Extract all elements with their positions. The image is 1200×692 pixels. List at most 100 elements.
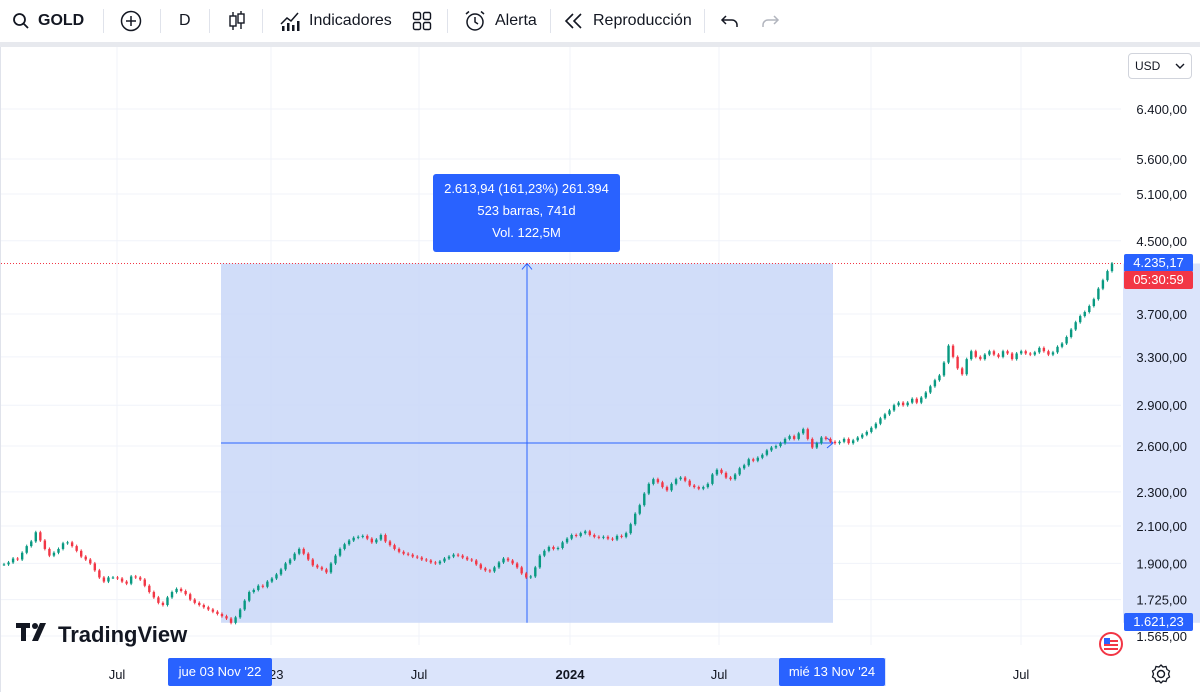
candle-body [938, 375, 941, 381]
measure-change: 2.613,94 (161,23%) 261.394 [444, 181, 609, 196]
candle-body [52, 552, 56, 556]
measure-volume: Vol. 122,5M [492, 225, 561, 240]
candle-body [538, 555, 542, 568]
candle-body [166, 597, 169, 606]
candle-body [30, 541, 33, 547]
candle-body [139, 577, 142, 580]
candle-body [606, 536, 610, 539]
measure-bars: 523 barras, 741d [477, 203, 576, 218]
last-price-tag: 4.235,17 [1124, 254, 1193, 272]
candle-body [561, 542, 564, 548]
settings-gear-icon[interactable] [1150, 663, 1172, 690]
candle-body [997, 354, 1000, 357]
undo-button[interactable] [720, 0, 740, 42]
candle-body [738, 468, 741, 475]
candle-body [484, 568, 487, 571]
candle-body [98, 570, 101, 578]
candle-body [779, 443, 782, 447]
alert-button[interactable]: Alerta [463, 0, 537, 42]
interval-label: D [179, 12, 191, 29]
candle-body [1001, 351, 1005, 357]
candle-body [48, 548, 51, 556]
candle-body [388, 541, 392, 546]
candle-body [838, 441, 841, 444]
candle-body [683, 477, 687, 481]
candle-body [883, 414, 887, 419]
candle-body [783, 438, 787, 444]
candle-body [988, 351, 991, 355]
candle-body [1024, 351, 1027, 354]
candle-body [761, 454, 764, 458]
candle-body [1042, 347, 1046, 352]
candle-body [711, 474, 714, 484]
alarm-clock-icon [463, 9, 487, 33]
candle-body [234, 617, 237, 623]
candle-body [356, 536, 360, 538]
candle-body [488, 570, 492, 572]
top-toolbar: GOLD D Indicadores Alerta [0, 0, 1200, 47]
candle-body [420, 557, 423, 560]
toolbar-divider [209, 9, 210, 33]
candle-body [1033, 352, 1037, 355]
candle-body [211, 609, 215, 612]
candle-body [261, 585, 265, 587]
candle-body [179, 588, 183, 591]
candle-body [89, 559, 92, 564]
candle-body [906, 402, 909, 406]
candle-body [143, 579, 146, 586]
candle-body [615, 535, 619, 540]
candle-body [361, 535, 364, 537]
candle-body [747, 459, 750, 466]
compare-symbol-button[interactable] [120, 0, 142, 42]
currency-select[interactable]: USD [1128, 53, 1192, 79]
economic-events-icon[interactable] [1098, 631, 1124, 662]
candle-body [338, 548, 342, 556]
candle-body [279, 569, 283, 575]
candle-body [974, 351, 977, 357]
candle-body [965, 359, 968, 375]
candle-body [515, 563, 519, 568]
symbol-search[interactable]: GOLD [12, 0, 84, 42]
candle-body [824, 437, 828, 439]
candle-body [202, 605, 206, 608]
candle-body [288, 559, 292, 564]
candle-body [452, 554, 455, 557]
candle-body [661, 482, 664, 488]
candle-body [933, 380, 937, 387]
candle-body [511, 560, 514, 564]
candle-body [325, 569, 328, 573]
candle-body [225, 616, 228, 619]
time-axis-tick-label: Jul [109, 667, 126, 682]
tradingview-logo[interactable]: TradingView [16, 622, 187, 648]
candle-body [679, 477, 682, 480]
candle-body [161, 602, 165, 606]
chart-pane[interactable]: 6.400,00 5.600,00 5.100,00 4.500,00 3.700,00… [0, 47, 1200, 692]
candle-body [416, 556, 419, 558]
candle-body [802, 429, 805, 434]
redo-button[interactable] [760, 0, 780, 42]
price-axis-tick-label: 1.900,00 [1136, 556, 1187, 571]
candle-body [238, 609, 242, 618]
candle-body [702, 487, 705, 489]
chart-type-button[interactable] [228, 0, 246, 42]
countdown-tag: 05:30:59 [1124, 271, 1193, 289]
candle-body [888, 410, 891, 415]
candle-body [579, 533, 582, 536]
interval-button[interactable]: D [179, 0, 191, 42]
candle-body [297, 548, 301, 554]
layouts-button[interactable] [412, 0, 432, 42]
candle-body [597, 536, 601, 538]
candle-body [706, 483, 710, 488]
candle-body [1097, 288, 1100, 300]
candle-body [352, 537, 355, 541]
price-chart[interactable]: 6.400,00 5.600,00 5.100,00 4.500,00 3.700,00… [1, 47, 1200, 692]
candle-body [752, 459, 755, 461]
replay-button[interactable]: Reproducción [563, 0, 692, 42]
range-low-tag: 1.621,23 [1124, 613, 1193, 631]
candle-body [70, 542, 74, 547]
candle-body [829, 438, 832, 442]
indicators-button[interactable]: Indicadores [279, 0, 392, 42]
candle-body [960, 368, 964, 375]
candle-body [43, 540, 47, 549]
candle-body [157, 597, 160, 603]
